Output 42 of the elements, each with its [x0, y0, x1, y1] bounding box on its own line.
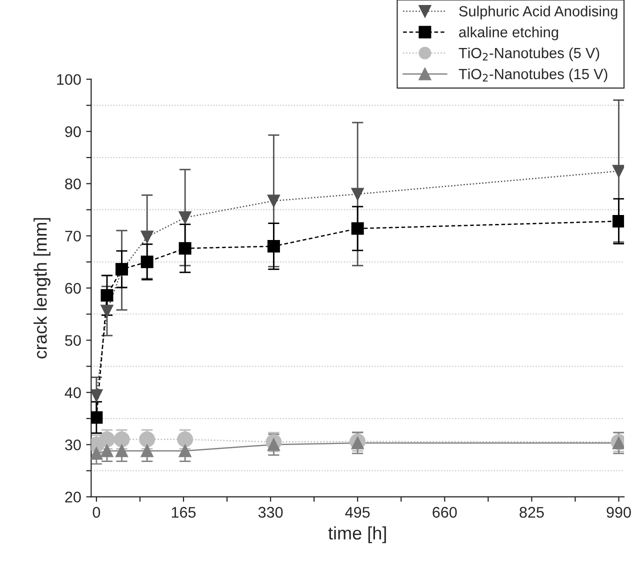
y-tick-label: 70	[65, 230, 81, 242]
y-tick-label: 50	[65, 335, 81, 346]
y-tick-label: 40	[64, 387, 81, 398]
point	[267, 240, 280, 253]
x-tick-label: 165	[172, 506, 196, 518]
point	[140, 230, 154, 244]
point	[178, 242, 192, 255]
x-tick-label: 0	[92, 506, 100, 518]
legend-label: TiO$_{2}$-Nanotubes (15 V)	[458, 68, 608, 82]
point	[612, 436, 624, 450]
point	[612, 164, 624, 178]
x-tick-label: 330	[258, 506, 283, 518]
point	[351, 188, 364, 200]
point	[100, 444, 114, 458]
point	[178, 211, 192, 224]
point	[178, 444, 192, 458]
point	[267, 194, 280, 208]
point	[91, 389, 103, 402]
point	[100, 304, 114, 318]
legend-label: Sulphuric Acid Anodising	[459, 6, 618, 20]
x-tick-label: 990	[606, 506, 631, 518]
point	[351, 222, 364, 235]
y-tick-label: 60	[65, 282, 81, 294]
y-tick-label: 100	[57, 74, 81, 85]
legend-label: alkaline etching	[459, 26, 558, 40]
point	[612, 214, 624, 228]
y-axis-title: crack length [mm]	[34, 218, 50, 358]
y-tick-label: 20	[65, 492, 81, 502]
point	[116, 444, 128, 458]
x-tick-label: 495	[345, 506, 370, 518]
y-tick-label: 30	[65, 439, 81, 450]
point	[100, 289, 114, 302]
point	[140, 256, 154, 268]
point	[91, 411, 103, 424]
y-tick-label: 90	[65, 126, 81, 138]
x-tick-label: 660	[432, 506, 457, 518]
y-tick-label: 80	[65, 178, 81, 190]
point	[91, 447, 103, 460]
point	[140, 444, 154, 458]
x-tick-label: 825	[520, 506, 544, 518]
x-axis-title: time [h]	[328, 526, 386, 544]
legend-label: TiO$_{2}$-Nanotubes (5 V)	[458, 48, 600, 62]
